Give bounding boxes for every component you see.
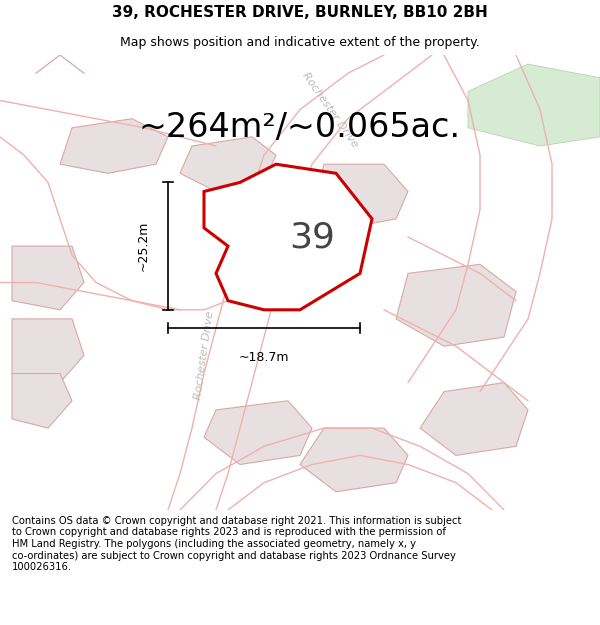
Polygon shape (12, 374, 72, 428)
Text: Rochester Drive: Rochester Drive (300, 70, 360, 149)
Polygon shape (420, 382, 528, 456)
Polygon shape (180, 137, 276, 191)
Text: ~25.2m: ~25.2m (137, 221, 150, 271)
Text: 39, ROCHESTER DRIVE, BURNLEY, BB10 2BH: 39, ROCHESTER DRIVE, BURNLEY, BB10 2BH (112, 4, 488, 19)
Text: Contains OS data © Crown copyright and database right 2021. This information is : Contains OS data © Crown copyright and d… (12, 516, 461, 572)
Polygon shape (60, 119, 168, 173)
Polygon shape (204, 401, 312, 464)
Polygon shape (204, 164, 372, 310)
Polygon shape (396, 264, 516, 346)
Polygon shape (312, 164, 408, 228)
Polygon shape (300, 428, 408, 492)
Text: ~18.7m: ~18.7m (239, 351, 289, 364)
Polygon shape (12, 246, 84, 310)
Polygon shape (468, 64, 600, 146)
Text: Map shows position and indicative extent of the property.: Map shows position and indicative extent… (120, 36, 480, 49)
Text: ~264m²/~0.065ac.: ~264m²/~0.065ac. (139, 111, 461, 144)
Polygon shape (12, 319, 84, 382)
Text: 39: 39 (289, 220, 335, 254)
Text: Rochester Drive: Rochester Drive (193, 310, 215, 400)
